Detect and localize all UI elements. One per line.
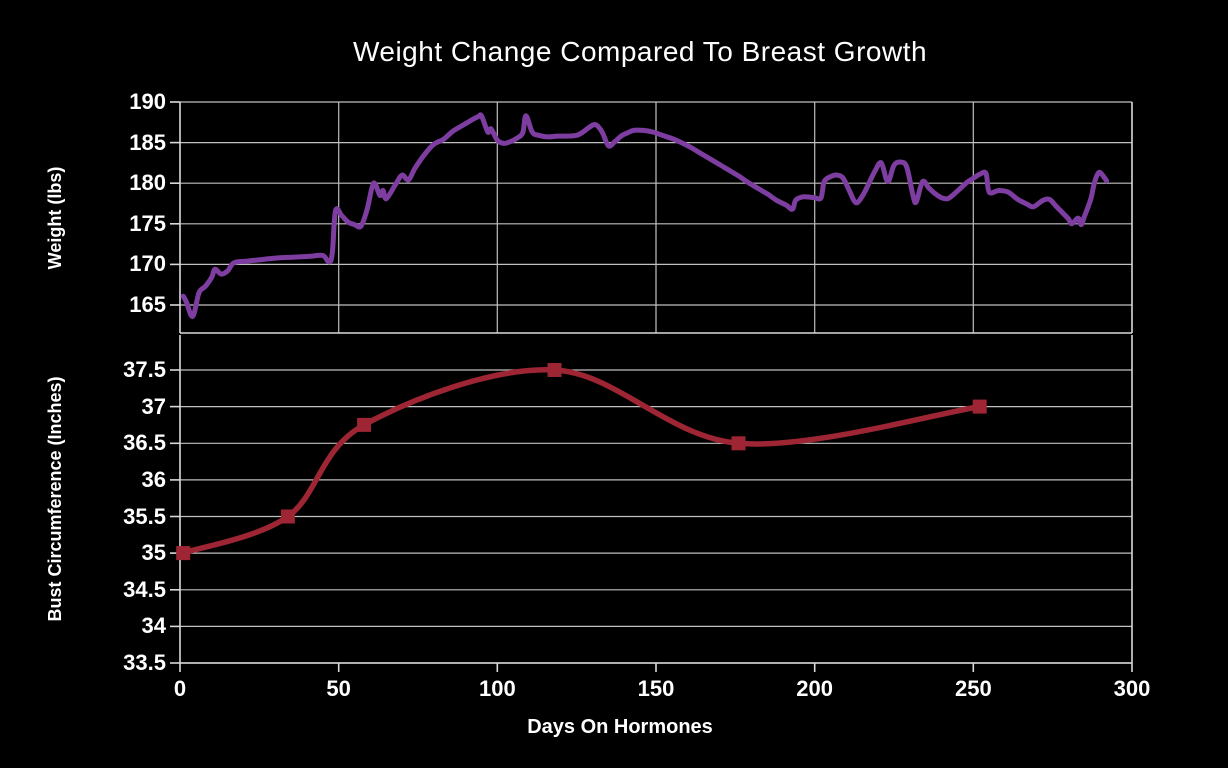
data-point-marker [357,417,372,432]
x-tick-label: 50 [326,676,351,701]
y-tick-label-bust: 34.5 [123,576,166,602]
y-tick-label-bust: 36 [141,466,166,492]
x-tick-label: 100 [478,676,516,701]
bust-axis-title: Bust Circumference (Inches) [45,376,65,622]
y-tick-label-weight: 175 [129,210,166,236]
y-tick-label-bust: 37 [141,393,166,419]
y-tick-label-bust: 36.5 [123,430,166,456]
chart-title: Weight Change Compared To Breast Growth [352,36,928,67]
y-tick-label-weight: 170 [129,251,166,277]
x-tick-label: 150 [637,676,675,701]
y-tick-label-bust: 35.5 [123,503,166,529]
data-point-marker [176,546,191,561]
x-tick-label: 200 [796,676,834,701]
data-point-marker [972,399,987,414]
y-tick-label-weight: 165 [129,292,166,317]
y-tick-label-weight: 190 [129,89,166,114]
x-tick-label: 0 [173,676,187,701]
data-point-marker [547,363,562,377]
bust-line-series [180,367,983,556]
y-tick-label-bust: 37.5 [123,357,166,382]
data-point-marker [731,436,746,451]
y-tick-label-weight: 185 [129,129,166,155]
y-tick-label-bust: 34 [141,613,166,639]
x-tick-label: 300 [1113,676,1151,701]
y-tick-label-bust: 33.5 [123,650,166,675]
y-tick-label-bust: 35 [141,540,166,566]
weight-line-series [180,112,1110,319]
x-axis-title: Days On Hormones [527,716,713,738]
x-tick-label: 250 [954,676,992,701]
y-tick-label-weight: 180 [129,170,166,196]
data-point-marker [280,509,295,524]
